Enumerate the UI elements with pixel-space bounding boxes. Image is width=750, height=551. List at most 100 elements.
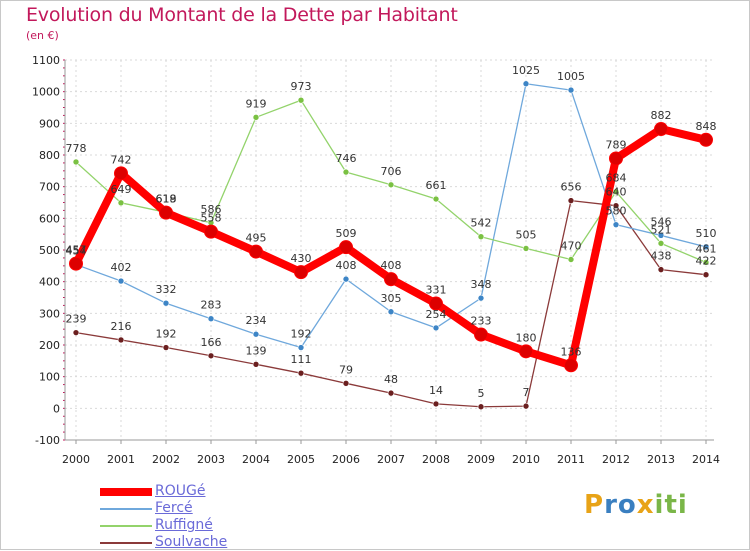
x-tick-label: 2009 [467,453,495,466]
data-label-2: 973 [291,80,312,93]
series-point-1[interactable] [477,294,485,302]
series-point-3[interactable] [162,344,170,351]
data-label-2: 649 [111,183,132,196]
series-point-0[interactable] [159,205,173,220]
series-point-3[interactable] [342,380,350,387]
x-tick-label: 2008 [422,453,450,466]
y-tick-label: 600 [39,212,60,225]
legend-label-rouge[interactable]: ROUGé [155,483,206,499]
series-point-0[interactable] [564,358,578,373]
series-lines [69,80,713,411]
data-label-1: 1005 [557,70,585,83]
series-point-1[interactable] [522,80,530,88]
x-tick-label: 2002 [152,453,180,466]
y-tick-label: 500 [39,244,60,257]
x-tick-label: 2004 [242,453,270,466]
series-point-3[interactable] [207,352,215,360]
series-point-0[interactable] [519,344,533,359]
data-label-1: 402 [111,261,132,274]
x-tick-label: 2012 [602,453,630,466]
series-point-1[interactable] [612,221,620,228]
series-point-1[interactable] [342,275,350,283]
series-point-1[interactable] [702,243,710,251]
series-point-1[interactable] [162,299,170,307]
data-label-2: 461 [696,242,717,255]
data-label-0: 457 [66,244,87,257]
data-label-2: 661 [426,179,447,192]
y-tick-label: 100 [39,371,60,384]
data-label-0: 331 [426,284,447,297]
series-point-0[interactable] [384,272,398,287]
series-point-3[interactable] [522,402,530,410]
series-point-1[interactable] [117,277,125,285]
series-point-2[interactable] [522,245,530,252]
data-label-0: 136 [561,345,582,358]
series-point-0[interactable] [609,151,623,166]
series-point-2[interactable] [477,233,485,240]
series-point-1[interactable] [252,330,260,338]
y-tick-label: 800 [39,149,60,162]
series-point-2[interactable] [117,199,125,207]
series-point-0[interactable] [114,166,128,181]
data-label-0: 882 [651,109,672,122]
series-point-2[interactable] [342,168,350,176]
series-point-3[interactable] [432,400,440,408]
series-point-0[interactable] [204,224,218,239]
series-point-2[interactable] [702,259,710,266]
data-label-1: 305 [381,292,402,305]
series-point-3[interactable] [657,266,665,273]
series-point-3[interactable] [567,197,575,204]
data-label-1: 332 [156,283,177,296]
series-point-2[interactable] [252,114,260,121]
y-tick-label: 200 [39,339,60,352]
series-point-1[interactable] [387,308,395,316]
legend-label-ferce[interactable]: Fercé [155,500,193,516]
series-point-0[interactable] [474,327,488,342]
data-label-0: 742 [111,153,132,166]
series-point-0[interactable] [429,296,443,311]
data-label-2: 706 [381,165,402,178]
proxiti-logo[interactable]: Proxiti [584,490,688,520]
series-point-1[interactable] [432,324,440,332]
series-point-0[interactable] [699,132,713,147]
logo-letter: x [636,490,655,520]
series-point-1[interactable] [207,315,215,323]
data-label-0: 618 [156,193,177,206]
legend-label-soulvache[interactable]: Soulvache [155,534,228,550]
data-label-1: 510 [696,227,717,240]
x-tick-label: 2006 [332,453,360,466]
series-point-2[interactable] [612,188,620,196]
series-point-3[interactable] [72,329,80,336]
x-tick-label: 2013 [647,453,675,466]
series-point-3[interactable] [612,202,620,209]
series-point-3[interactable] [702,271,710,279]
logo-letter: r [604,490,618,520]
series-point-3[interactable] [297,369,305,377]
series-point-2[interactable] [72,158,80,166]
legend-label-ruffigne[interactable]: Ruffigné [155,517,213,533]
series-point-0[interactable] [654,122,668,137]
data-label-3: 14 [429,384,443,397]
series-point-3[interactable] [477,403,485,411]
series-point-2[interactable] [432,195,440,203]
series-point-0[interactable] [249,244,263,259]
data-label-0: 848 [696,120,717,133]
series-point-3[interactable] [252,361,260,368]
series-point-3[interactable] [117,336,125,344]
series-point-2[interactable] [567,256,575,263]
chart-subtitle: (en €) [26,29,59,42]
series-point-0[interactable] [69,256,83,271]
series-point-1[interactable] [657,232,665,239]
series-point-0[interactable] [294,265,308,280]
series-point-3[interactable] [387,389,395,397]
series-point-1[interactable] [297,344,305,351]
x-tick-label: 2014 [692,453,720,466]
series-point-0[interactable] [339,240,353,255]
series-point-2[interactable] [387,181,395,189]
data-label-2: 586 [201,203,222,216]
series-point-1[interactable] [567,86,575,94]
series-point-2[interactable] [297,96,305,104]
series-point-2[interactable] [657,240,665,247]
data-label-0: 180 [516,331,537,344]
data-label-3: 192 [156,328,177,341]
